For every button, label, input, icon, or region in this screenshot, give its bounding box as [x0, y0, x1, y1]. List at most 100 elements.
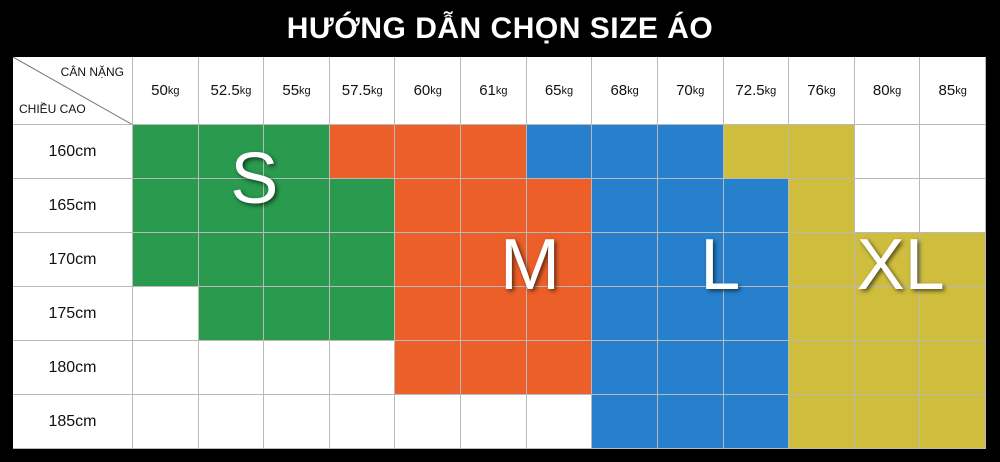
size-cell-xl — [789, 341, 855, 395]
size-cell-xl — [789, 179, 855, 233]
size-cell-m — [329, 125, 396, 179]
weight-unit: kg — [495, 84, 508, 97]
weight-header: 70 kg — [657, 57, 724, 125]
size-label-s: S — [230, 139, 279, 219]
size-cell-empty — [133, 395, 199, 449]
size-cell-xl — [789, 233, 855, 287]
weight-unit: kg — [561, 84, 574, 97]
weight-unit: kg — [239, 84, 252, 97]
weight-value: 55 — [282, 82, 300, 99]
size-cell-l — [592, 395, 658, 449]
size-cell-l — [592, 287, 658, 341]
size-cell-s — [198, 287, 265, 341]
size-cell-l — [723, 395, 790, 449]
size-cell-s — [198, 179, 265, 233]
size-cell-s — [329, 233, 396, 287]
page-title: HƯỚNG DẪN CHỌN SIZE ÁO — [286, 11, 714, 45]
size-cell-m — [526, 179, 593, 233]
size-cell-l — [723, 233, 790, 287]
size-cell-m — [526, 341, 593, 395]
size-cell-xl — [789, 125, 855, 179]
size-chart-table: CÂN NẶNG CHIỀU CAO 50 kg 52.5 kg 55 kg 57.5 kg 6… — [13, 57, 986, 449]
size-cell-l — [592, 179, 658, 233]
weight-unit: kg — [430, 84, 442, 97]
size-cell-empty — [920, 125, 986, 179]
size-cell-m — [395, 233, 462, 287]
weight-header: 80 kg — [854, 57, 921, 125]
weight-unit: kg — [627, 84, 639, 97]
size-cell-empty — [526, 395, 593, 449]
size-cell-m — [461, 233, 527, 287]
size-cell-l — [526, 125, 593, 179]
size-cell-l — [723, 287, 790, 341]
size-cell-xl — [920, 395, 986, 449]
weight-value: 60 — [413, 82, 431, 99]
size-cell-l — [592, 233, 658, 287]
weight-header: 72.5 kg — [723, 57, 790, 125]
size-cell-xl — [854, 287, 921, 341]
weight-header: 52.5 kg — [198, 57, 265, 125]
size-cell-xl — [789, 395, 855, 449]
size-cell-l — [723, 179, 790, 233]
size-cell-s — [198, 233, 265, 287]
size-cell-empty — [854, 179, 921, 233]
weight-value: 61 — [479, 82, 496, 99]
size-cell-l — [592, 341, 658, 395]
weight-unit: kg — [889, 84, 902, 97]
size-cell-s — [133, 233, 199, 287]
height-header: 180cm — [13, 341, 133, 395]
weight-header: 76 kg — [789, 57, 855, 125]
weight-value: 52.5 — [210, 82, 240, 99]
size-cell-s — [133, 125, 199, 179]
size-cell-m — [526, 287, 593, 341]
size-cell-m — [461, 341, 527, 395]
weight-unit: kg — [299, 84, 311, 97]
size-cell-s — [264, 125, 330, 179]
size-cell-empty — [264, 341, 330, 395]
size-cell-xl — [920, 287, 986, 341]
size-cell-m — [395, 287, 462, 341]
size-cell-l — [657, 179, 724, 233]
size-label-l: L — [700, 225, 741, 306]
weight-header: 68 kg — [592, 57, 658, 125]
size-label-xl: XL — [856, 225, 945, 306]
size-cell-m — [461, 125, 527, 179]
size-cell-l — [657, 395, 724, 449]
weight-value: 70 — [676, 82, 693, 99]
weight-unit: kg — [692, 84, 705, 97]
table-corner-header: CÂN NẶNG CHIỀU CAO — [13, 57, 133, 125]
size-cell-s — [133, 179, 199, 233]
weight-header: 61 kg — [461, 57, 527, 125]
weight-unit: kg — [167, 84, 180, 97]
size-cell-empty — [329, 341, 396, 395]
size-cell-s — [264, 287, 330, 341]
size-cell-empty — [329, 395, 396, 449]
size-cell-xl — [920, 233, 986, 287]
height-axis-label: CHIỀU CAO — [19, 102, 86, 116]
size-cell-m — [526, 233, 593, 287]
size-cell-m — [395, 179, 462, 233]
size-cell-s — [329, 287, 396, 341]
size-cell-s — [198, 125, 265, 179]
size-cell-m — [395, 341, 462, 395]
height-header: 165cm — [13, 179, 133, 233]
size-cell-l — [592, 125, 658, 179]
weight-header: 85 kg — [920, 57, 986, 125]
weight-header: 50 kg — [133, 57, 199, 125]
weight-value: 72.5 — [735, 82, 765, 99]
size-cell-empty — [461, 395, 527, 449]
size-cell-empty — [198, 395, 265, 449]
size-cell-empty — [198, 341, 265, 395]
size-cell-empty — [133, 341, 199, 395]
size-cell-empty — [920, 179, 986, 233]
weight-axis-label: CÂN NẶNG — [60, 65, 124, 79]
size-cell-xl — [920, 341, 986, 395]
weight-header: 65 kg — [526, 57, 593, 125]
weight-value: 76 — [807, 82, 824, 99]
size-cell-m — [461, 287, 527, 341]
height-header: 170cm — [13, 233, 133, 287]
size-cell-xl — [854, 341, 921, 395]
size-label-m: M — [499, 225, 560, 306]
size-cell-xl — [789, 287, 855, 341]
size-cell-l — [657, 125, 724, 179]
